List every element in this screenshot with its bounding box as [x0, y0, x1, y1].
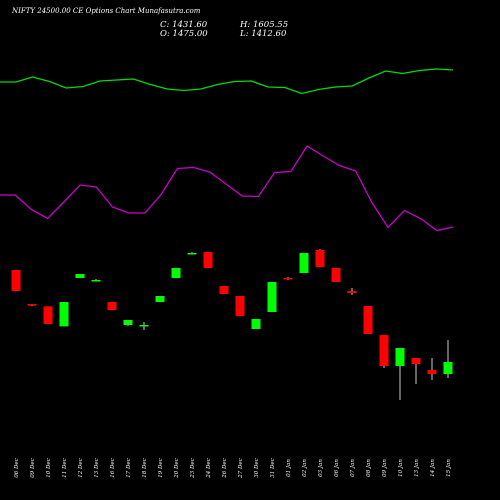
x-tick-label: 09 Jan	[382, 459, 388, 477]
x-tick-label: 20 Dec	[174, 458, 180, 479]
candle-body	[347, 291, 357, 293]
candle	[235, 296, 245, 316]
x-tick-label: 06 Dec	[14, 458, 20, 478]
candle-body	[59, 302, 69, 327]
candle-body	[267, 282, 277, 312]
candle	[315, 249, 325, 267]
candle-body	[219, 286, 229, 294]
x-tick-label: 03 Jan	[318, 459, 324, 477]
x-tick-label: 09 Dec	[30, 458, 36, 478]
candle	[203, 252, 213, 268]
magenta-indicator-line	[0, 145, 454, 232]
x-tick-label: 15 Jan	[446, 459, 452, 477]
x-axis-ticks: 06 Dec 09 Dec 10 Dec 11 Dec 12 Dec 13 Dec 16 D…	[14, 458, 452, 479]
candle-body	[171, 268, 181, 278]
green-indicator-line	[0, 68, 454, 95]
candle	[187, 252, 197, 255]
indicator-lines	[0, 68, 454, 232]
candle-body	[379, 335, 389, 366]
candle	[299, 253, 309, 273]
candle-body	[235, 296, 245, 316]
chart-title: NIFTY 24500.00 CE Options Chart Munafasu…	[11, 7, 201, 15]
candle	[379, 335, 389, 368]
candle-body	[411, 358, 421, 364]
x-tick-label: 24 Dec	[206, 458, 212, 479]
candle-body	[331, 268, 341, 282]
candle-body	[75, 274, 85, 278]
x-tick-label: 16 Dec	[110, 458, 116, 478]
x-tick-label: 13 Jan	[414, 459, 420, 477]
candle	[171, 268, 181, 278]
candle-body	[107, 302, 117, 310]
candle-body	[443, 362, 453, 374]
candle	[283, 277, 293, 280]
candle-body	[315, 250, 325, 267]
candle-body	[11, 270, 21, 291]
candle	[59, 302, 69, 327]
x-tick-label: 11 Dec	[62, 458, 68, 478]
candle	[91, 279, 101, 282]
x-tick-label: 26 Dec	[222, 458, 228, 479]
x-tick-label: 27 Dec	[238, 458, 244, 479]
x-tick-label: 17 Dec	[126, 458, 132, 478]
candle-body	[139, 325, 149, 327]
candle	[139, 322, 149, 330]
candle-body	[91, 280, 101, 282]
candle	[107, 302, 117, 310]
candle-body	[427, 370, 437, 374]
x-tick-label: 18 Dec	[142, 458, 148, 478]
candle-body	[203, 252, 213, 268]
candle	[411, 358, 421, 384]
ohlc-open: O: 1475.00	[160, 29, 208, 39]
candle-body	[27, 304, 37, 306]
candle-body	[251, 319, 261, 329]
x-tick-label: 23 Dec	[190, 458, 196, 479]
candle	[427, 358, 437, 380]
candle-body	[187, 253, 197, 255]
x-tick-label: 19 Dec	[158, 458, 164, 478]
candle-body	[155, 296, 165, 302]
candle	[363, 306, 373, 334]
candle	[155, 296, 165, 302]
candle	[123, 320, 133, 326]
x-tick-label: 06 Jan	[334, 459, 340, 477]
x-tick-label: 13 Dec	[94, 458, 100, 478]
candle	[267, 282, 277, 312]
candles-layer	[11, 249, 453, 400]
candle	[27, 304, 37, 306]
candle	[331, 268, 341, 282]
candle-body	[283, 278, 293, 280]
ohlc-close: C: 1431.60	[160, 20, 208, 30]
candle-body	[299, 253, 309, 273]
candle	[443, 340, 453, 378]
candle	[43, 306, 53, 324]
candle	[395, 348, 405, 400]
candle	[347, 288, 357, 295]
candle-body	[363, 306, 373, 334]
x-tick-label: 08 Jan	[366, 459, 372, 477]
x-tick-label: 07 Jan	[350, 459, 356, 477]
x-tick-label: 14 Jan	[430, 459, 436, 477]
candle-body	[395, 348, 405, 366]
x-tick-label: 02 Jan	[302, 459, 308, 477]
x-tick-label: 31 Dec	[270, 458, 276, 478]
candle-body	[123, 320, 133, 325]
x-tick-label: 10 Dec	[46, 458, 52, 478]
x-tick-label: 30 Dec	[254, 458, 260, 478]
candle	[11, 270, 21, 291]
candle	[251, 319, 261, 329]
x-tick-label: 01 Jan	[286, 459, 292, 477]
candle-body	[43, 306, 53, 324]
ohlc-low: L: 1412.60	[239, 29, 287, 39]
x-tick-label: 12 Dec	[78, 458, 84, 478]
x-tick-label: 10 Jan	[398, 459, 404, 477]
candle	[219, 286, 229, 294]
ohlc-high: H: 1605.55	[239, 20, 288, 30]
candle	[75, 274, 85, 278]
